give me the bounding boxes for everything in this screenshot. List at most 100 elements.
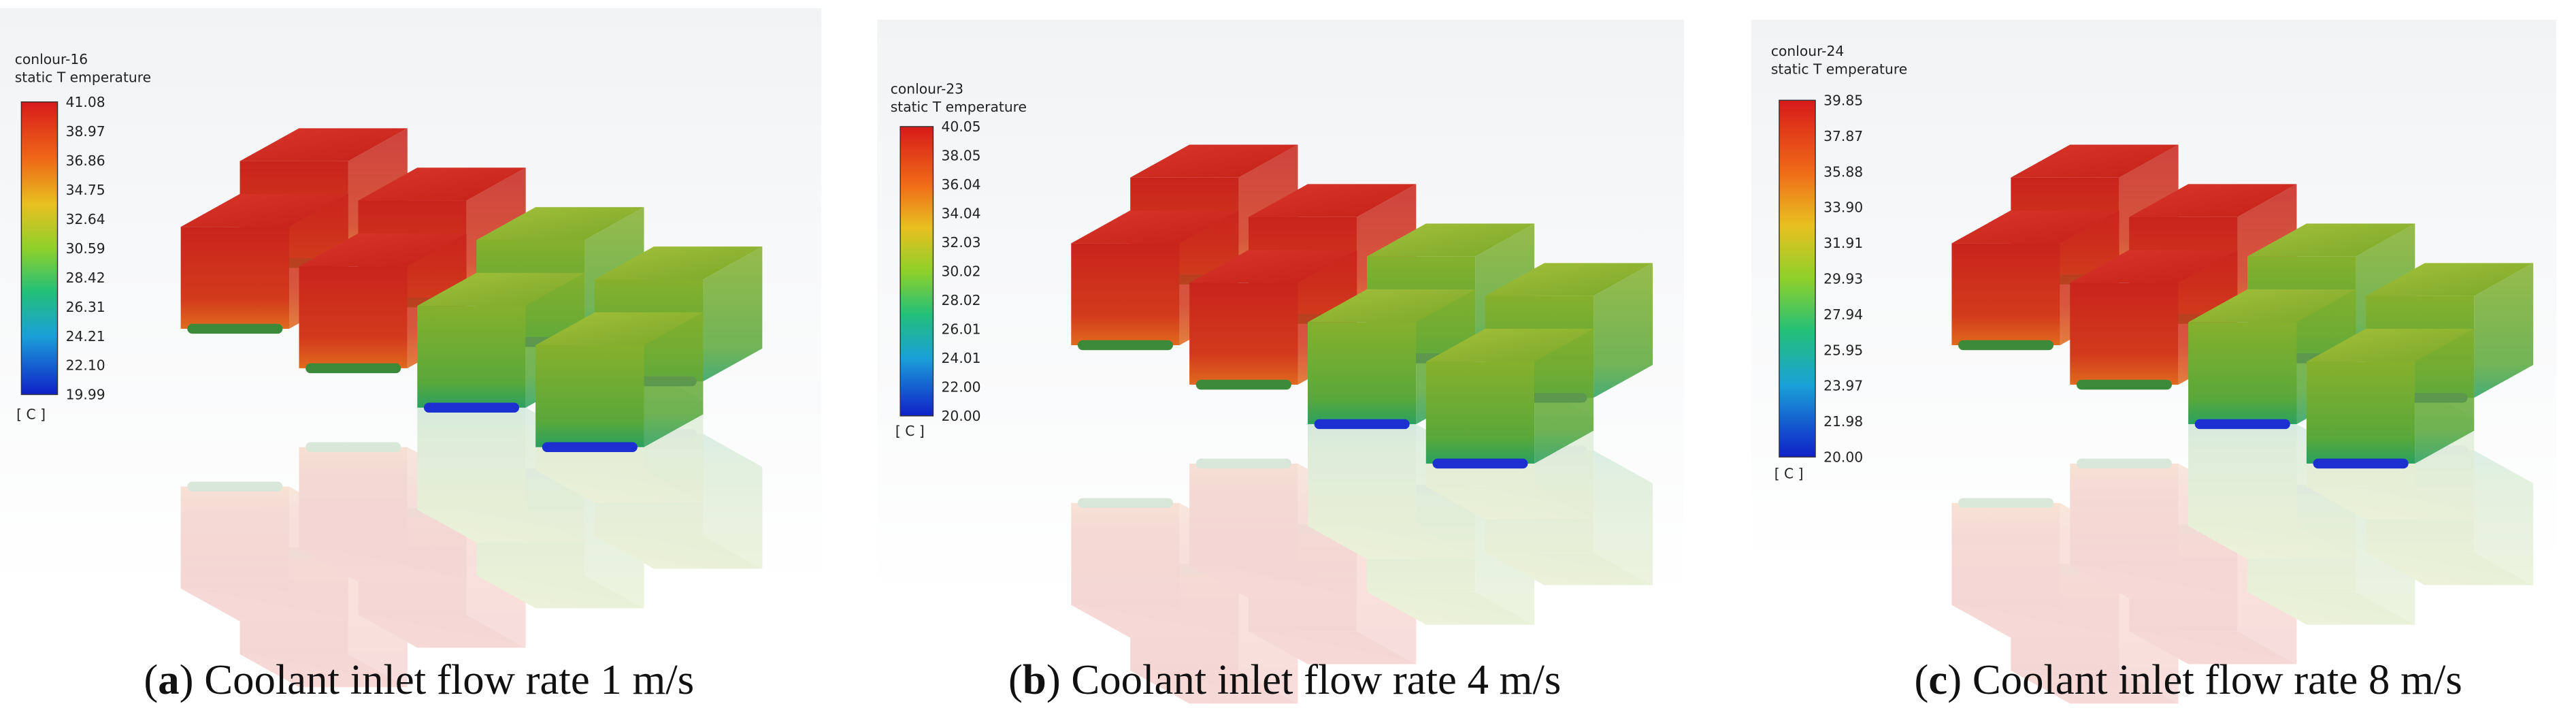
cell-top bbox=[2306, 486, 2475, 519]
colorbar-unit: [ C ] bbox=[895, 423, 925, 439]
colorbar-tick-label: 31.91 bbox=[1823, 235, 1863, 251]
cell-front bbox=[1189, 463, 1298, 566]
cell-top bbox=[2129, 631, 2297, 664]
cell-front bbox=[1425, 362, 1535, 464]
legend-title: conlour-24 bbox=[1771, 43, 1844, 59]
cell-top bbox=[2129, 184, 2297, 217]
cell-base bbox=[1077, 498, 1173, 509]
cell-side bbox=[1594, 263, 1653, 398]
cell-side bbox=[644, 312, 704, 447]
cell-top bbox=[1366, 223, 1535, 257]
cell-top bbox=[2247, 223, 2415, 257]
colorbar-tick-label: 26.31 bbox=[66, 299, 105, 315]
colorbar bbox=[1779, 99, 1816, 458]
cell-base bbox=[306, 442, 401, 452]
cell-top bbox=[2011, 144, 2179, 178]
battery-pack bbox=[1951, 144, 2534, 469]
cell-top bbox=[1130, 144, 1298, 178]
cell-top bbox=[1249, 184, 1417, 217]
caption-label: a bbox=[158, 656, 179, 703]
cell-top bbox=[2365, 552, 2534, 586]
cell-top bbox=[240, 654, 408, 688]
cell-base bbox=[2194, 419, 2290, 430]
cell-top bbox=[1130, 671, 1298, 704]
colorbar-tick-label: 40.05 bbox=[942, 118, 981, 135]
colorbar-tick-label: 39.85 bbox=[1823, 93, 1863, 109]
colorbar-tick-label: 22.10 bbox=[66, 357, 105, 374]
cell-side bbox=[1594, 450, 1653, 586]
colorbar-unit: [ C ] bbox=[1774, 466, 1804, 482]
cell-top bbox=[1425, 486, 1594, 519]
caption-text: ) Coolant inlet flow rate 1 m/s bbox=[180, 656, 695, 703]
cell-base bbox=[306, 363, 401, 374]
colorbar-tick-label: 19.99 bbox=[66, 387, 105, 403]
cell-side bbox=[703, 246, 763, 382]
cell-base bbox=[423, 402, 520, 413]
colorbar-tick-label: 41.08 bbox=[66, 94, 105, 110]
reflection bbox=[180, 363, 763, 688]
caption-prefix: ( bbox=[1914, 656, 1928, 703]
cell-top bbox=[2188, 289, 2356, 323]
colorbar-tick-label: 36.86 bbox=[66, 153, 105, 169]
colorbar-tick-label: 37.87 bbox=[1823, 128, 1863, 144]
cell-base bbox=[1314, 419, 1410, 430]
caption: (c) Coolant inlet flow rate 8 m/s bbox=[1914, 656, 2462, 703]
cell-top bbox=[2070, 250, 2238, 283]
legend-subtitle: static T emperature bbox=[15, 69, 151, 86]
colorbar-tick-label: 35.88 bbox=[1823, 163, 1863, 180]
colorbar-unit: [ C ] bbox=[16, 406, 46, 423]
colorbar-tick-label: 20.00 bbox=[942, 408, 981, 424]
cell-base bbox=[1432, 458, 1528, 469]
colorbar-tick-label: 32.03 bbox=[942, 234, 981, 251]
cell-top bbox=[358, 167, 526, 201]
cell-top bbox=[2306, 328, 2475, 362]
cell-top bbox=[476, 207, 644, 240]
cell-top bbox=[1425, 328, 1594, 362]
battery-pack bbox=[1071, 144, 1653, 469]
cell-top bbox=[1071, 605, 1239, 638]
colorbar-tick-label: 34.04 bbox=[942, 206, 981, 222]
cell-base bbox=[2076, 379, 2173, 390]
colorbar-tick-label: 28.42 bbox=[66, 270, 105, 286]
cell-top bbox=[1485, 552, 1653, 586]
cell-base bbox=[1958, 498, 2054, 509]
cell-front bbox=[417, 306, 526, 408]
caption-text: ) Coolant inlet flow rate 4 m/s bbox=[1046, 656, 1562, 703]
cell-top bbox=[1485, 263, 1653, 296]
cell-top bbox=[1307, 289, 1476, 323]
cell-top bbox=[180, 193, 348, 227]
legend-title: conlour-16 bbox=[15, 51, 88, 67]
cell-front bbox=[417, 407, 526, 510]
colorbar-tick-label: 36.04 bbox=[942, 176, 981, 193]
cell-base bbox=[187, 481, 283, 492]
cell-top bbox=[595, 536, 763, 569]
cell-front bbox=[2188, 322, 2297, 424]
cell-top bbox=[1189, 250, 1357, 283]
cell-base bbox=[1195, 458, 1291, 469]
colorbar-tick-label: 26.01 bbox=[942, 321, 981, 338]
cell-side bbox=[2474, 450, 2534, 586]
cell-base bbox=[542, 442, 638, 452]
cell-top bbox=[2070, 565, 2238, 598]
cell-side bbox=[703, 434, 763, 569]
cell-top bbox=[299, 549, 467, 582]
cell-top bbox=[535, 312, 704, 346]
cell-top bbox=[180, 588, 348, 622]
panel: conlour-16 static T emperature 41.08 38.97 3… bbox=[0, 8, 822, 703]
cell-base bbox=[1195, 379, 1291, 390]
colorbar-tick-label: 24.01 bbox=[942, 350, 981, 366]
cell-front bbox=[2070, 463, 2179, 566]
colorbar-tick-label: 38.05 bbox=[942, 148, 981, 164]
cell-top bbox=[2247, 592, 2415, 625]
cell-base bbox=[187, 323, 283, 334]
caption-prefix: ( bbox=[144, 656, 158, 703]
cell-top bbox=[1951, 210, 2119, 244]
caption-label: b bbox=[1023, 656, 1046, 703]
cell-front bbox=[2306, 362, 2415, 464]
cell-top bbox=[1189, 565, 1357, 598]
colorbar-tick-label: 33.90 bbox=[1823, 199, 1863, 216]
colorbar bbox=[20, 101, 59, 396]
cell-top bbox=[240, 128, 408, 161]
cell-top bbox=[595, 246, 763, 280]
cell-top bbox=[2365, 263, 2534, 296]
